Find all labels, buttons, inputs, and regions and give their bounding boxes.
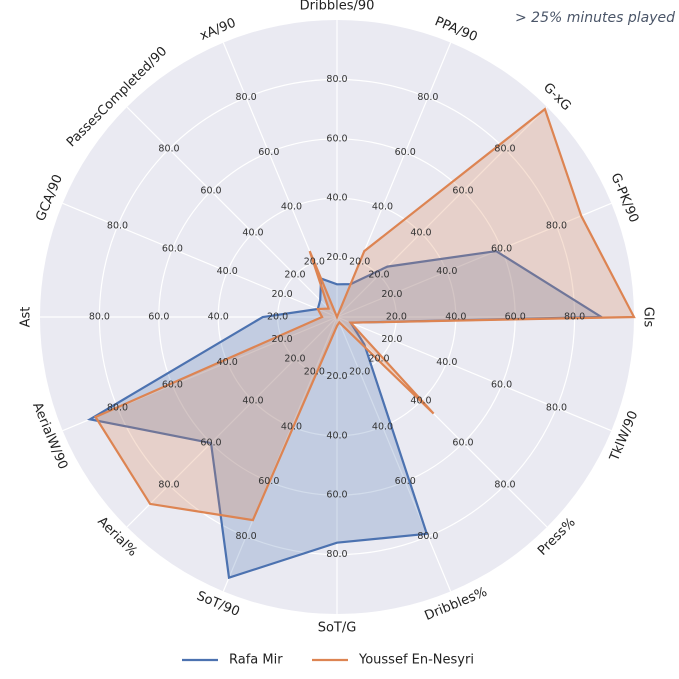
- radial-tick-label: 60.0: [258, 147, 279, 158]
- radial-tick-label: 80.0: [236, 531, 257, 542]
- grid-spoke: [126, 316, 338, 528]
- radial-tick-label: 20.0: [386, 312, 407, 323]
- series-group: [86, 249, 605, 580]
- radial-tick-label: 80.0: [107, 402, 128, 413]
- radial-tick-label: 20.0: [267, 312, 288, 323]
- series-layer: [86, 107, 636, 580]
- radial-tick-label: 60.0: [395, 476, 416, 487]
- radial-tick-label: 40.0: [445, 312, 466, 323]
- radial-tick-label: 20.0: [272, 289, 293, 300]
- series-line: [93, 107, 636, 522]
- radial-tick-label: 60.0: [326, 133, 347, 144]
- grid-layer: [40, 20, 634, 614]
- radial-tick-label: 80.0: [564, 312, 585, 323]
- radial-tick-label: 60.0: [200, 438, 221, 449]
- axis-label: SoT/G: [318, 621, 357, 636]
- radial-tick-label: 80.0: [326, 74, 347, 85]
- grid-spoke: [336, 202, 612, 318]
- grid-spoke: [336, 316, 548, 528]
- legend-item: Rafa Mir: [182, 653, 283, 668]
- radial-tick-label: 40.0: [242, 396, 263, 407]
- radial-tick-label: 20.0: [284, 354, 305, 365]
- series-area: [90, 251, 602, 578]
- radial-tick-label: 60.0: [162, 380, 183, 391]
- radial-tick-label: 20.0: [272, 334, 293, 345]
- radial-tick-label: 20.0: [304, 257, 325, 268]
- radial-tick-label: 60.0: [258, 476, 279, 487]
- radial-tick-label: 80.0: [158, 144, 179, 155]
- radial-tick-label: 40.0: [372, 421, 393, 432]
- axis-label: Gls: [641, 307, 656, 328]
- radial-tick-label: 20.0: [284, 270, 305, 281]
- radial-tick-label: 60.0: [200, 186, 221, 197]
- radial-tick-label: 20.0: [326, 371, 347, 382]
- series-area: [95, 109, 634, 521]
- series-line: [86, 249, 605, 580]
- grid-spoke: [126, 106, 338, 318]
- radial-tick-label: 20.0: [381, 334, 402, 345]
- radial-tick-label: 80.0: [417, 92, 438, 103]
- radial-tick-label: 80.0: [417, 531, 438, 542]
- radial-tick-label: 80.0: [546, 221, 567, 232]
- radial-tick-label: 20.0: [304, 366, 325, 377]
- radial-tick-label: 80.0: [326, 549, 347, 560]
- radial-tick-label: 40.0: [326, 430, 347, 441]
- radial-tick-label: 40.0: [208, 312, 229, 323]
- radial-tick-label: 60.0: [491, 243, 512, 254]
- legend: Rafa Mir Youssef En-Nesyri: [182, 653, 474, 668]
- radial-tick-label: 80.0: [236, 92, 257, 103]
- radial-tick-label: 20.0: [381, 289, 402, 300]
- chart-annotation: > 25% minutes played: [514, 10, 675, 26]
- axis-label: Dribbles/90: [300, 0, 375, 14]
- axis-label: Ast: [19, 307, 34, 328]
- radial-tick-label: 60.0: [452, 438, 473, 449]
- radial-tick-label: 80.0: [494, 144, 515, 155]
- radial-tick-label: 40.0: [281, 202, 302, 213]
- radial-tick-label: 40.0: [242, 228, 263, 239]
- radial-tick-label: 80.0: [107, 221, 128, 232]
- radial-tick-label: 20.0: [326, 252, 347, 263]
- grid-spoke: [336, 316, 452, 592]
- legend-label: Rafa Mir: [229, 653, 283, 668]
- radial-tick-label: 60.0: [326, 490, 347, 501]
- radial-tick-label: 20.0: [349, 366, 370, 377]
- radial-tick-label: 80.0: [158, 480, 179, 491]
- radial-tick-label: 60.0: [395, 147, 416, 158]
- radial-tick-label: 60.0: [162, 243, 183, 254]
- radial-tick-label: 80.0: [89, 312, 110, 323]
- grid-spoke: [62, 202, 338, 318]
- series-group: [93, 107, 636, 522]
- radial-tick-label: 40.0: [217, 357, 238, 368]
- radial-tick-label: 40.0: [281, 421, 302, 432]
- grid-spoke: [336, 316, 612, 432]
- radial-tick-label: 60.0: [148, 312, 169, 323]
- radial-tick-label: 60.0: [491, 380, 512, 391]
- radial-tick-label: 40.0: [436, 357, 457, 368]
- tick-layer: 20.0 40.0 60.0 80.0 20.0 40.0 60.0 80.0 20.0 40.0…: [89, 74, 585, 560]
- radial-tick-label: 40.0: [326, 193, 347, 204]
- radial-tick-label: 80.0: [494, 480, 515, 491]
- radial-tick-label: 40.0: [217, 266, 238, 277]
- radial-tick-label: 60.0: [505, 312, 526, 323]
- grid-spoke: [336, 106, 548, 318]
- radial-tick-label: 20.0: [368, 270, 389, 281]
- radial-tick-label: 40.0: [372, 202, 393, 213]
- radial-tick-label: 40.0: [436, 266, 457, 277]
- radial-tick-label: 20.0: [368, 354, 389, 365]
- radial-tick-label: 80.0: [546, 402, 567, 413]
- radial-tick-label: 60.0: [452, 186, 473, 197]
- legend-label: Youssef En-Nesyri: [358, 653, 474, 668]
- grid-spoke: [222, 316, 338, 592]
- radial-tick-label: 20.0: [349, 257, 370, 268]
- radial-tick-label: 40.0: [410, 228, 431, 239]
- radial-tick-label: 40.0: [410, 396, 431, 407]
- legend-item: Youssef En-Nesyri: [312, 653, 474, 668]
